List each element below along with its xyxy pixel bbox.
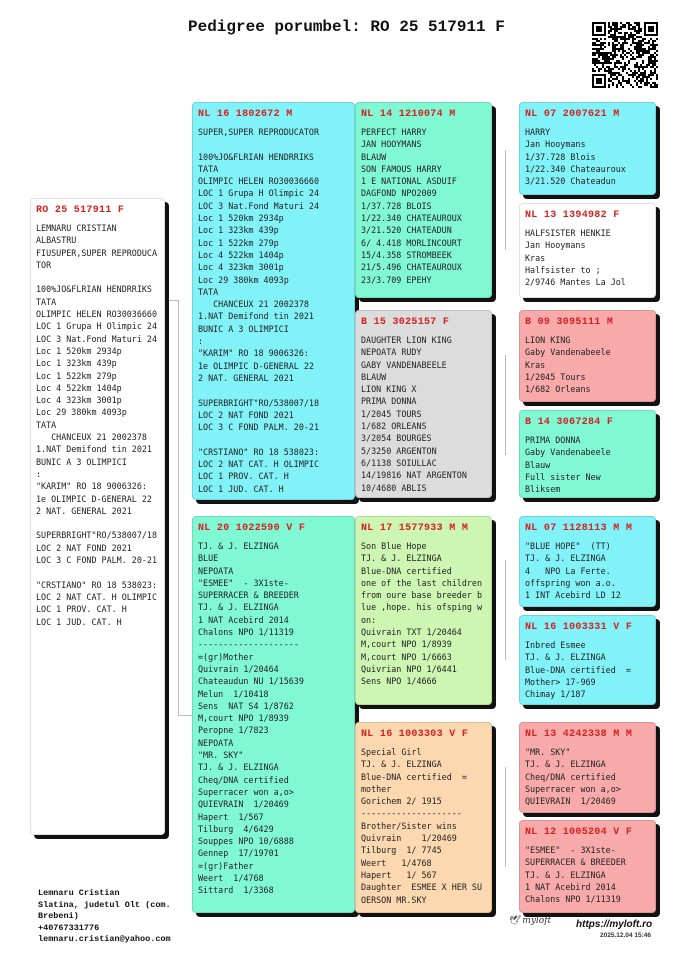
connector — [178, 715, 192, 716]
ring-number: NL 16 1003331 V F — [525, 622, 633, 633]
ring-number: NL 07 2007621 M — [525, 109, 620, 120]
connector — [165, 300, 179, 301]
pigeon-details: Son Blue Hope TJ. & J. ELZINGA Blue-DNA … — [361, 541, 483, 687]
page-title: Pedigree porumbel: RO 25 517911 F — [188, 18, 505, 36]
grandparent-card[interactable]: NL 14 1210074 M PERFECT HARRY JAN HOOYMAN… — [355, 102, 492, 298]
site-link[interactable]: https://myloft.ro — [576, 919, 653, 930]
great-grandparent-card[interactable]: NL 12 1005204 V F "ESMEE" - 3X1ste- SUPER… — [519, 820, 656, 913]
pigeon-details: Special Girl TJ. & J. ELZINGA Blue-DNA c… — [361, 747, 483, 905]
pigeon-details: PRIMA DONNA Gaby Vandenabeele Blauw Full… — [525, 435, 611, 495]
pigeon-details: "ESMEE" - 3X1ste- SUPERRACER & BREEDER T… — [525, 845, 626, 905]
pigeon-details: Inbred Esmee TJ. & J. ELZINGA Blue-DNA c… — [525, 640, 631, 700]
pigeon-details: HALFSISTER HENKIE Jan Hooymans Kras Half… — [525, 228, 626, 288]
pigeon-details: DAUGHTER LION KING NEPOATA RUDY GABY VAN… — [361, 335, 467, 493]
pigeon-details: LION KING Gaby Vandenabeele Kras 1/2045 … — [525, 335, 611, 395]
great-grandparent-card[interactable]: NL 16 1003331 V F Inbred Esmee TJ. & J. E… — [519, 615, 656, 705]
owner-info: Lemnaru Cristian Slatina, judetul Olt (c… — [38, 888, 171, 946]
connector — [178, 300, 179, 715]
ring-number: NL 20 1022590 V F — [198, 523, 306, 534]
owner-phone: +40767331776 — [38, 922, 100, 933]
great-grandparent-card[interactable]: B 09 3095111 M LION KING Gaby Vandenabeel… — [519, 310, 656, 402]
grandparent-card[interactable]: NL 17 1577933 M M Son Blue Hope TJ. & J. … — [355, 516, 492, 705]
connector — [505, 150, 506, 250]
ring-number: NL 16 1802672 M — [198, 109, 293, 120]
connector — [505, 767, 506, 867]
owner-email[interactable]: lemnaru.cristian@yahoo.com — [38, 934, 171, 944]
great-grandparent-card[interactable]: NL 13 4242338 M M "MR. SKY" TJ. & J. ELZI… — [519, 722, 656, 813]
pigeon-details: "MR. SKY" TJ. & J. ELZINGA Cheq/DNA cert… — [525, 747, 621, 807]
pigeon-details: HARRY Jan Hooymans 1/37.728 Blois 1/22.3… — [525, 127, 626, 187]
connector — [505, 355, 506, 455]
pigeon-details: TJ. & J. ELZINGA BLUE NEPOATA "ESMEE" - … — [198, 541, 304, 896]
qr-code — [592, 22, 658, 88]
great-grandparent-card[interactable]: NL 07 1128113 M M "BLUE HOPE" (TT) TJ. & … — [519, 516, 656, 607]
ring-number: NL 07 1128113 M M — [525, 523, 633, 534]
pigeon-details: LEMNARU CRISTIAN ALBASTRU FIUSUPER,SUPER… — [36, 223, 158, 627]
ring-number: NL 13 1394982 F — [525, 210, 620, 221]
dam-card[interactable]: NL 20 1022590 V F TJ. & J. ELZINGA BLUE … — [192, 516, 355, 913]
great-grandparent-card[interactable]: B 14 3067284 F PRIMA DONNA Gaby Vandenabe… — [519, 410, 656, 498]
subject-pigeon-card[interactable]: RO 25 517911 F LEMNARU CRISTIAN ALBASTRU… — [30, 198, 165, 835]
myloft-logo: 🕊 myloft — [508, 916, 552, 926]
ring-number: RO 25 517911 F — [36, 205, 125, 216]
grandparent-card[interactable]: NL 16 1003303 V F Special Girl TJ. & J. E… — [355, 722, 492, 913]
ring-number: NL 16 1003303 V F — [361, 729, 469, 740]
connector — [505, 560, 506, 660]
pigeon-details: SUPER,SUPER REPRODUCATOR 100%JO&FLRIAN H… — [198, 127, 320, 494]
ring-number: NL 14 1210074 M — [361, 109, 456, 120]
ring-number: B 14 3067284 F — [525, 417, 614, 428]
owner-name: Lemnaru Cristian — [38, 888, 120, 898]
pigeon-details: "BLUE HOPE" (TT) TJ. & J. ELZINGA 4 NPO … — [525, 541, 621, 601]
sire-card[interactable]: NL 16 1802672 M SUPER,SUPER REPRODUCATOR… — [192, 102, 355, 500]
ring-number: NL 13 4242338 M M — [525, 729, 633, 740]
great-grandparent-card[interactable]: NL 07 2007621 M HARRY Jan Hooymans 1/37.7… — [519, 102, 656, 195]
great-grandparent-card[interactable]: NL 13 1394982 F HALFSISTER HENKIE Jan Hoo… — [519, 203, 656, 298]
ring-number: B 09 3095111 M — [525, 317, 614, 328]
print-date: 2025.12.04 15:46 — [600, 932, 651, 939]
owner-address: Slatina, judetul Olt (com. Brebeni) — [38, 899, 171, 922]
pigeon-details: PERFECT HARRY JAN HOOYMANS BLAUW SON FAM… — [361, 127, 462, 285]
ring-number: NL 12 1005204 V F — [525, 827, 633, 838]
grandparent-card[interactable]: B 15 3025157 F DAUGHTER LION KING NEPOATA… — [355, 310, 492, 498]
ring-number: B 15 3025157 F — [361, 317, 450, 328]
ring-number: NL 17 1577933 M M — [361, 523, 469, 534]
